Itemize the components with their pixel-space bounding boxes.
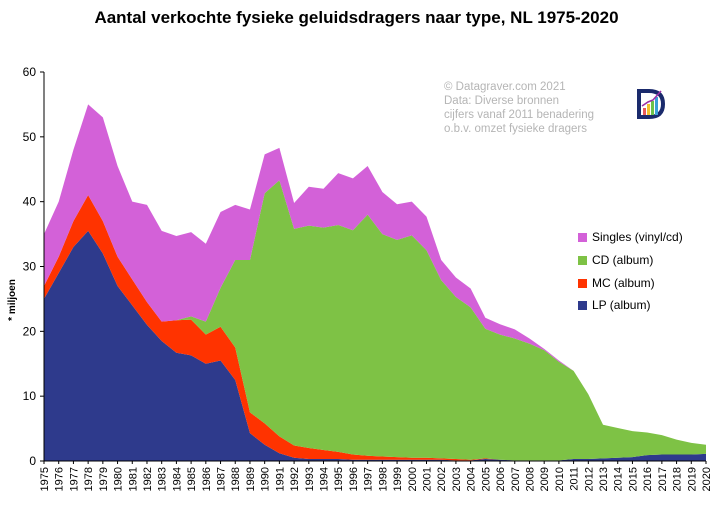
x-tick-label: 2001 [421, 467, 433, 491]
x-tick-label: 1985 [186, 467, 198, 491]
x-tick-label: 1996 [348, 467, 360, 491]
y-tick-label: 40 [23, 195, 37, 209]
y-tick-label: 20 [23, 324, 37, 338]
x-tick-label: 2020 [701, 467, 713, 491]
legend-swatch-cd [578, 255, 587, 265]
area-singles-vinyl-cd [44, 104, 706, 445]
legend-item-singles: Singles (vinyl/cd) [578, 229, 683, 245]
legend-item-cd: CD (album) [578, 252, 653, 268]
legend-item-mc: MC (album) [578, 275, 655, 291]
credit-line-4: o.b.v. omzet fysieke dragers [444, 123, 587, 135]
datagraver-logo-icon [637, 89, 666, 119]
x-tick-label: 1976 [54, 467, 66, 491]
area-cd-album [44, 180, 706, 461]
x-tick-label: 1980 [113, 467, 125, 491]
legend-swatch-mc [578, 278, 587, 288]
x-tick-label: 1979 [98, 467, 110, 491]
x-tick-label: 1983 [157, 467, 169, 491]
y-axis-ticks: 0 10 20 30 40 50 60 [23, 65, 44, 468]
legend-label-mc: MC (album) [592, 276, 655, 290]
x-tick-label: 1998 [377, 467, 389, 491]
legend-swatch-singles [578, 232, 587, 242]
legend-swatch-lp [578, 300, 587, 310]
x-tick-label: 1981 [127, 467, 139, 491]
x-tick-label: 2002 [436, 467, 448, 491]
x-tick-label: 1989 [245, 467, 257, 491]
y-tick-label: 10 [23, 389, 37, 403]
x-tick-label: 2014 [613, 467, 625, 491]
credit-line-3: cijfers vanaf 2011 benadering [444, 109, 595, 121]
legend-label-lp: LP (album) [592, 298, 651, 312]
x-tick-label: 1994 [319, 467, 331, 491]
x-tick-label: 2011 [569, 467, 581, 491]
x-tick-label: 1986 [201, 467, 213, 491]
x-tick-label: 1999 [392, 467, 404, 491]
y-tick-label: 30 [23, 260, 37, 274]
x-tick-label: 2007 [510, 467, 522, 491]
area-lp-album [44, 230, 706, 461]
x-tick-label: 1990 [260, 467, 272, 491]
credit-line-2: Data: Diverse bronnen [444, 95, 560, 107]
x-tick-label: 1992 [289, 467, 301, 491]
x-tick-label: 2019 [686, 467, 698, 491]
x-tick-label: 2009 [539, 467, 551, 491]
x-tick-label: 2016 [642, 467, 654, 491]
chart-title: Aantal verkochte fysieke geluidsdragers … [94, 8, 619, 27]
x-tick-label: 2004 [466, 467, 478, 491]
x-tick-label: 2008 [524, 467, 536, 491]
legend-item-lp: LP (album) [578, 297, 650, 313]
x-tick-label: 2010 [554, 467, 566, 491]
x-tick-label: 2015 [627, 467, 639, 491]
y-tick-label: 60 [23, 65, 37, 79]
x-tick-label: 2013 [598, 467, 610, 491]
y-tick-label: 0 [29, 454, 36, 468]
x-tick-label: 1991 [274, 467, 286, 491]
x-tick-label: 1993 [304, 467, 316, 491]
x-tick-label: 1987 [216, 467, 228, 491]
legend-label-singles: Singles (vinyl/cd) [592, 230, 683, 244]
x-tick-label: 1995 [333, 467, 345, 491]
x-tick-label: 1978 [83, 467, 95, 491]
y-axis-label: * miljoen [7, 279, 18, 321]
series-areas [44, 104, 706, 461]
x-axis-ticks: 1975 1976 1977 1978 1979 1980 1981 1982 1983 1984… [39, 461, 713, 491]
x-tick-label: 2012 [583, 467, 595, 491]
x-tick-label: 2000 [407, 467, 419, 491]
x-tick-label: 2018 [672, 467, 684, 491]
x-tick-label: 1982 [142, 467, 154, 491]
x-tick-label: 1977 [68, 467, 80, 491]
x-tick-label: 2017 [657, 467, 669, 491]
credit-line-1: © Datagraver.com 2021 [444, 81, 566, 93]
x-tick-label: 2006 [495, 467, 507, 491]
x-tick-label: 2005 [480, 467, 492, 491]
x-tick-label: 1984 [171, 467, 183, 491]
y-tick-label: 50 [23, 130, 37, 144]
x-tick-label: 1975 [39, 467, 51, 491]
x-tick-label: 1988 [230, 467, 242, 491]
legend-label-cd: CD (album) [592, 253, 654, 267]
x-tick-label: 1997 [363, 467, 375, 491]
x-tick-label: 2003 [451, 467, 463, 491]
area-mc-album [44, 195, 706, 461]
